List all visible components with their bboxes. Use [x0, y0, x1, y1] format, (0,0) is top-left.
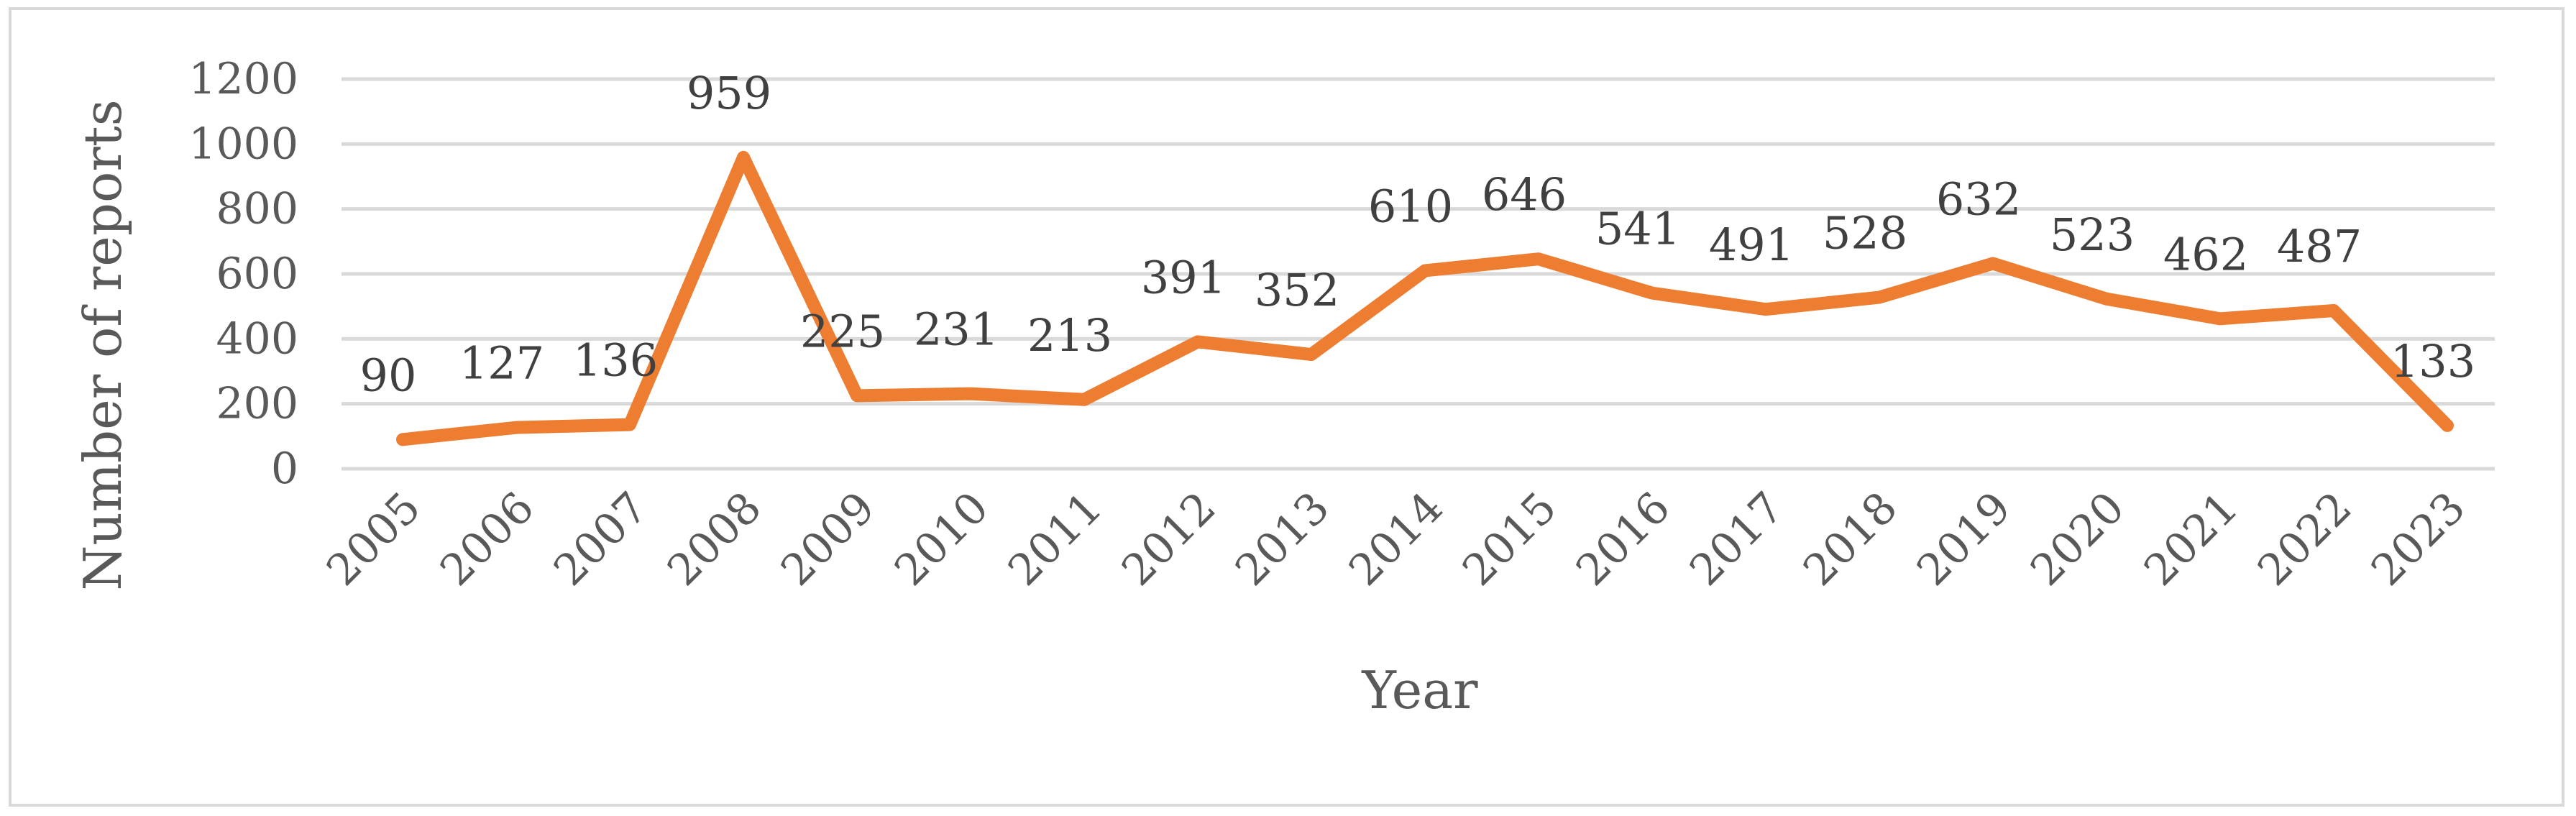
- data-label: 541: [1595, 203, 1680, 255]
- data-label: 491: [1709, 219, 1794, 271]
- y-axis-title: Number of reports: [73, 99, 133, 590]
- data-label: 127: [459, 337, 544, 390]
- data-labels: 90 127 136 959 225 231 213 391 352 610 646 541 491 52…: [360, 67, 2476, 401]
- data-label: 528: [1823, 207, 1907, 260]
- data-label: 213: [1027, 309, 1112, 362]
- data-label: 487: [2277, 220, 2362, 272]
- data-label: 391: [1141, 251, 1226, 303]
- y-axis-ticks: 0 200 400 600 800 1000 1200: [188, 54, 298, 494]
- series: [396, 150, 2454, 446]
- data-label: 959: [687, 67, 771, 119]
- x-axis-ticks: 2005 2006 2007 2008 2009 2010 2011 2012 2013 2014…: [317, 482, 2475, 595]
- x-tick-label: 2008: [658, 482, 771, 595]
- data-label: 523: [2050, 208, 2135, 261]
- x-tick-label: 2009: [771, 482, 884, 595]
- x-tick-label: 2012: [1112, 482, 1225, 595]
- x-tick-label: 2023: [2362, 482, 2475, 595]
- y-tick-label: 600: [216, 249, 298, 299]
- series-line: [396, 150, 2454, 446]
- data-label: 90: [360, 349, 417, 401]
- x-tick-label: 2017: [1680, 482, 1793, 595]
- x-axis-title: Year: [1361, 660, 1478, 720]
- data-label: 136: [573, 334, 658, 387]
- data-label: 632: [1936, 173, 2021, 226]
- x-tick-label: 2006: [431, 482, 544, 595]
- data-label: 610: [1368, 180, 1453, 232]
- chart-frame: [9, 7, 2564, 807]
- x-tick-label: 2020: [2021, 482, 2134, 595]
- gridlines: [342, 77, 2495, 471]
- data-label: 462: [2163, 228, 2248, 280]
- y-tick-label: 800: [216, 184, 298, 234]
- x-tick-label: 2018: [1794, 482, 1907, 595]
- x-tick-label: 2021: [2135, 482, 2247, 595]
- y-tick-label: 0: [271, 444, 298, 494]
- data-label: 225: [800, 305, 885, 357]
- data-label: 231: [914, 303, 999, 356]
- x-tick-label: 2013: [1226, 482, 1339, 595]
- x-tick-label: 2015: [1453, 482, 1566, 595]
- data-label: 646: [1482, 168, 1567, 221]
- x-tick-label: 2005: [317, 482, 430, 595]
- y-tick-label: 400: [216, 313, 298, 364]
- x-tick-label: 2019: [1907, 482, 2020, 595]
- x-tick-label: 2022: [2248, 482, 2361, 595]
- x-tick-label: 2007: [544, 482, 657, 595]
- x-tick-label: 2014: [1339, 482, 1452, 595]
- x-tick-label: 2010: [885, 482, 998, 595]
- y-tick-label: 1000: [188, 119, 298, 169]
- x-tick-label: 2016: [1567, 482, 1679, 595]
- y-tick-label: 200: [216, 379, 298, 429]
- data-label: 352: [1255, 264, 1339, 316]
- y-tick-label: 1200: [188, 54, 298, 104]
- data-label: 133: [2391, 335, 2475, 388]
- x-tick-label: 2011: [999, 482, 1111, 595]
